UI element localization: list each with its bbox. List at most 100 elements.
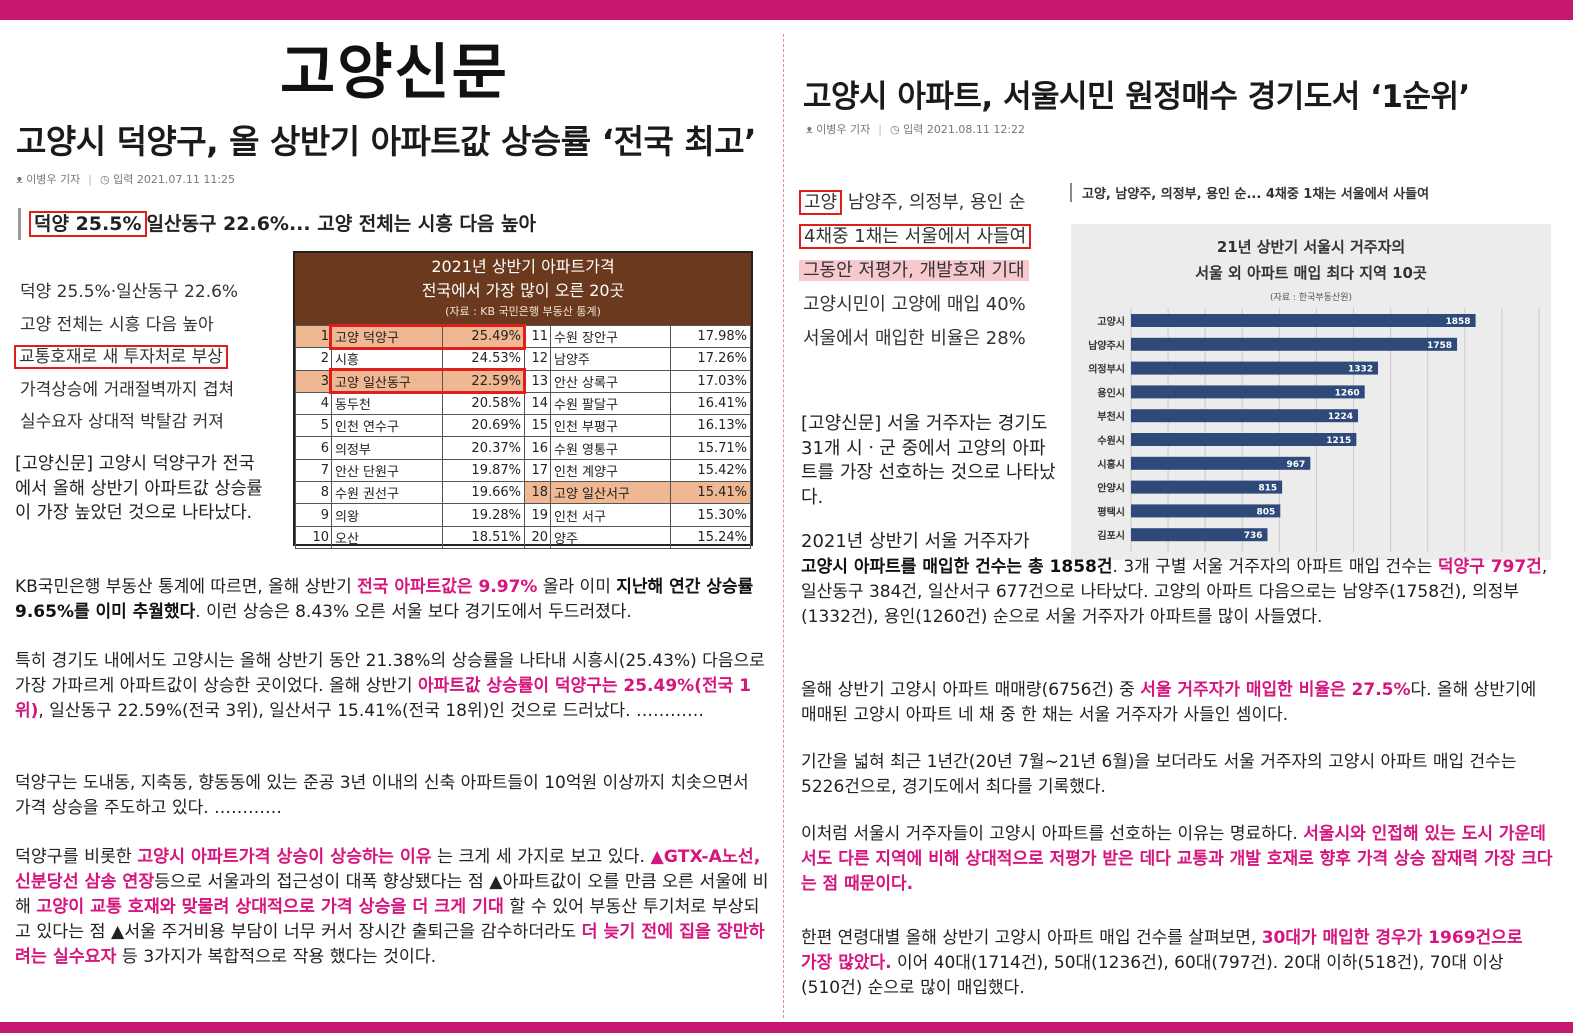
bullet-boxed: 4채중 1채는 서울에서 사들여	[799, 220, 1032, 254]
bullet: 서울에서 매입한 비율은 28%	[803, 328, 1026, 349]
rank-number: 1	[295, 324, 332, 349]
left-headline: 고양시 덕양구, 올 상반기 아파트값 상승률 ‘전국 최고’	[16, 122, 757, 161]
region-name: 인천 서구	[550, 503, 671, 527]
right-paragraph-4: 이처럼 서울시 거주자들이 고양시 아파트를 선호하는 이유는 명료하다. 서울…	[801, 824, 1553, 894]
table-row: 10 오산 18.51% 20 양주 15.24%	[295, 525, 751, 549]
rise-percent: 20.37%	[442, 436, 525, 460]
bullet: 고양시민이 고양에 매입 40%	[803, 294, 1026, 315]
category-label: 용인시	[1097, 386, 1125, 399]
right-bullets: 고양 남양주, 의정부, 용인 순 4채중 1채는 서울에서 사들여 그동안 저…	[799, 186, 1032, 356]
right-paragraph-5: 한편 연령대별 올해 상반기 고양시 아파트 매입 건수를 살펴보면, 30대가…	[801, 928, 1523, 998]
rank-number: 17	[524, 458, 551, 483]
category-label: 의정부시	[1088, 363, 1125, 376]
rank-number: 19	[524, 503, 551, 527]
rank-number: 14	[524, 391, 551, 416]
bullet: 덕양 25.5%·일산동구 22.6%	[20, 282, 239, 302]
rise-percent: 17.03%	[670, 369, 751, 393]
rank-number: 18	[524, 481, 551, 505]
left-bullets: 덕양 25.5%·일산동구 22.6% 고양 전체는 시흥 다음 높아 교통호재…	[14, 276, 239, 439]
region-name: 남양주	[550, 347, 671, 371]
rise-percent: 19.66%	[442, 481, 525, 505]
bar-value-label: 815	[1258, 484, 1277, 494]
category-label: 수원시	[1097, 434, 1125, 447]
right-author: 이병우 기자	[816, 123, 871, 136]
left-paragraph-2: 특히 경기도 내에서도 고양시는 올해 상반기 동안 21.38%의 상승률을 …	[15, 651, 765, 721]
bar	[1131, 409, 1358, 423]
rise-percent: 16.41%	[670, 391, 751, 416]
right-byline: ᴥ 이병우 기자 | ◷ 입력 2021.08.11 12:22	[806, 123, 1026, 136]
bar-value-label: 967	[1287, 460, 1306, 470]
column-divider	[783, 34, 784, 1018]
right-lead: [고양신문] 서울 거주자는 경기도 31개 시ㆍ군 중에서 고양의 아파트를 …	[801, 413, 1056, 508]
rise-percent: 17.98%	[670, 324, 751, 349]
rise-percent: 20.58%	[442, 391, 525, 416]
subhead-boxed: 덕양 25.5%	[29, 211, 147, 237]
rank-number: 16	[524, 436, 551, 460]
region-name: 의정부	[331, 436, 443, 460]
bullet-shaded: 그동안 저평가, 개발호재 기대	[799, 254, 1031, 288]
region-name: 시흥	[331, 347, 443, 371]
category-label: 김포시	[1097, 530, 1125, 542]
bar	[1131, 480, 1283, 494]
table-row: 5 인천 연수구 20.69% 15 인천 부평구 16.13%	[295, 414, 751, 438]
right-headline: 고양시 아파트, 서울시민 원정매수 경기도서 ‘1순위’	[803, 79, 1470, 115]
ranking-title-1: 2021년 상반기 아파트가격	[431, 257, 615, 276]
bar	[1131, 314, 1476, 327]
ranking-table-body: 1 고양 덕양구 25.49% 11 수원 장안구 17.98% 2 시흥 24.53% 12 남양…	[295, 324, 751, 549]
top-accent-bar	[0, 0, 1573, 20]
bar-value-label: 1260	[1335, 388, 1360, 398]
bar	[1131, 385, 1365, 399]
masthead-logo: 고양신문	[280, 38, 509, 108]
rank-number: 10	[295, 525, 332, 549]
rank-number: 13	[524, 369, 551, 393]
region-name: 고양 덕양구	[331, 324, 443, 349]
region-name: 동두천	[331, 391, 443, 416]
category-label: 남양주시	[1088, 339, 1125, 352]
bullet: 실수요자 상대적 박탈감 커져	[20, 412, 224, 432]
category-label: 시흥시	[1097, 458, 1125, 471]
rise-percent: 15.30%	[670, 503, 751, 527]
bottom-accent-bar	[0, 1022, 1573, 1033]
region-name: 수원 권선구	[331, 481, 443, 505]
region-name: 오산	[331, 525, 443, 549]
chart-title-line-2: 서울 외 아파트 매입 최다 지역 10곳	[1195, 264, 1427, 282]
right-paragraph-2: 올해 상반기 고양시 아파트 매매량(6756건) 중 서울 거주자가 매입한 …	[801, 680, 1537, 725]
bar	[1131, 456, 1311, 470]
bar-value-label: 1332	[1348, 365, 1373, 375]
ranking-table-header: 2021년 상반기 아파트가격 전국에서 가장 많이 오른 20곳 (자료 : …	[295, 253, 751, 325]
region-name: 양주	[550, 525, 671, 549]
right-date: 입력 2021.08.11 12:22	[903, 123, 1026, 136]
rank-number: 6	[295, 436, 332, 460]
rank-number: 11	[524, 324, 551, 349]
bar-value-label: 1758	[1427, 341, 1452, 351]
left-date: 입력 2021.07.11 11:25	[113, 173, 236, 186]
region-name: 인천 연수구	[331, 414, 443, 438]
bar-value-label: 1215	[1326, 436, 1351, 446]
highlight-box-rank3	[329, 368, 526, 394]
rise-percent: 24.53%	[442, 347, 525, 371]
region-name: 고양 일산서구	[550, 481, 671, 505]
table-row: 4 동두천 20.58% 14 수원 팔달구 16.41%	[295, 391, 751, 416]
table-row: 7 안산 단원구 19.87% 17 인천 계양구 15.42%	[295, 458, 751, 483]
rank-number: 7	[295, 458, 332, 483]
bar-value-label: 1858	[1446, 317, 1471, 327]
rise-percent: 16.13%	[670, 414, 751, 438]
region-name: 인천 부평구	[550, 414, 671, 438]
rise-percent: 18.51%	[442, 525, 525, 549]
left-paragraph-3: 덕양구는 도내동, 지축동, 향동동에 있는 준공 3년 이내의 신축 아파트들…	[15, 773, 749, 818]
bar	[1131, 528, 1268, 542]
author-icon: ᴥ	[16, 173, 27, 186]
left-author: 이병우 기자	[26, 173, 81, 186]
right-paragraph-3: 기간을 넓혀 최근 1년간(20년 7월~21년 6월)을 보더라도 서울 거주…	[801, 752, 1517, 797]
left-lead: [고양신문] 고양시 덕양구가 전국에서 올해 상반기 아파트값 상승률이 가장…	[15, 454, 263, 523]
region-name: 인천 계양구	[550, 458, 671, 483]
rank-number: 9	[295, 503, 332, 527]
rise-percent: 19.87%	[442, 458, 525, 483]
bar-chart: 21년 상반기 서울시 거주자의 서울 외 아파트 매입 최다 지역 10곳 (…	[1071, 224, 1551, 560]
category-label: 안양시	[1097, 482, 1125, 495]
rise-percent: 19.28%	[442, 503, 525, 527]
table-row: 6 의정부 20.37% 16 수원 영통구 15.71%	[295, 436, 751, 460]
chart-title-line-1: 21년 상반기 서울시 거주자의	[1216, 238, 1406, 256]
clock-icon: ◷	[100, 173, 114, 186]
region-name: 의왕	[331, 503, 443, 527]
